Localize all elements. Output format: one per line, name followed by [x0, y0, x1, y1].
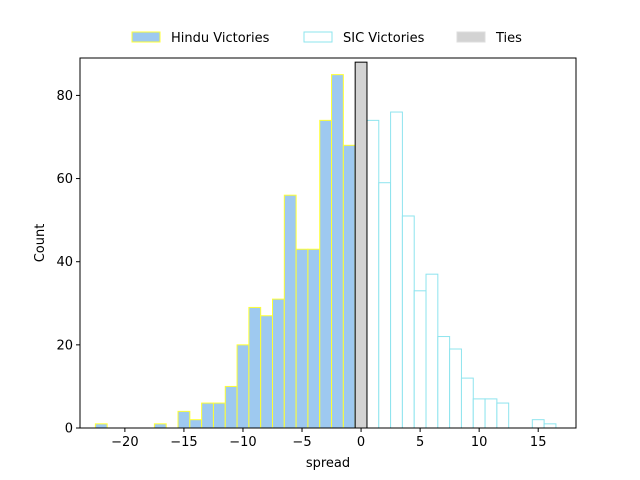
bar-hindu-victories-7	[236, 344, 250, 429]
bar-sic-victories-11	[496, 402, 510, 429]
x-tick-label: −15	[170, 435, 197, 450]
bar-hindu-victories-13	[307, 248, 321, 429]
legend-label-sic-victories: SIC Victories	[343, 31, 425, 46]
x-tick-label: 0	[357, 435, 365, 450]
x-axis-label: spread	[306, 456, 350, 471]
y-tick-label: 0	[65, 422, 73, 437]
bar-hindu-victories-0	[94, 423, 108, 429]
x-tick-label: 10	[471, 435, 488, 450]
bar-hindu-victories-11	[283, 194, 297, 429]
bar-hindu-victories-15	[331, 74, 344, 429]
bar-sic-victories-9	[472, 398, 486, 429]
y-tick-label: 40	[56, 255, 73, 270]
x-tick-label: 5	[416, 435, 424, 450]
legend-label-hindu-victories: Hindu Victories	[171, 31, 270, 46]
bar-sic-victories-1	[378, 182, 392, 429]
legend-swatch-sic-victories	[303, 31, 333, 43]
y-axis-label: Count	[33, 224, 48, 263]
bar-hindu-victories-4	[201, 402, 214, 429]
bar-sic-victories-3	[401, 215, 415, 429]
bar-sic-victories-10	[484, 398, 498, 429]
bar-ties-0	[354, 61, 368, 429]
bar-sic-victories-7	[449, 348, 462, 429]
x-tick-label: −20	[111, 435, 138, 450]
bar-hindu-victories-16	[342, 144, 356, 429]
bar-hindu-victories-9	[260, 315, 273, 429]
bar-sic-victories-0	[366, 119, 380, 429]
bar-hindu-victories-14	[319, 119, 333, 429]
x-tick-label: 15	[530, 435, 547, 450]
legend-swatch-hindu-victories	[131, 31, 161, 43]
x-tick-label: −5	[292, 435, 311, 450]
y-tick-label: 60	[56, 172, 73, 187]
bar-sic-victories-4	[413, 290, 427, 429]
bar-sic-victories-12	[531, 419, 545, 429]
legend-label-ties: Ties	[495, 31, 522, 46]
bar-hindu-victories-6	[224, 385, 238, 429]
x-tick-label: −10	[229, 435, 256, 450]
bar-hindu-victories-5	[212, 402, 226, 429]
y-tick-label: 20	[56, 338, 73, 353]
bar-hindu-victories-2	[177, 410, 191, 429]
bar-hindu-victories-8	[248, 306, 262, 429]
bar-hindu-victories-12	[295, 248, 309, 429]
plot-frame	[79, 57, 577, 429]
bar-hindu-victories-1	[153, 423, 167, 429]
legend: Hindu Victories SIC Victories Ties	[131, 31, 522, 46]
bar-sic-victories-13	[543, 423, 557, 429]
bar-hindu-victories-10	[271, 298, 285, 429]
y-tick-label: 80	[56, 89, 73, 104]
bar-sic-victories-5	[425, 273, 439, 429]
x-axis: −20 −15 −10 −5 0 5 10 15	[111, 428, 546, 450]
bar-sic-victories-2	[390, 111, 403, 429]
legend-swatch-ties	[456, 31, 486, 43]
bar-sic-victories-6	[437, 336, 451, 429]
y-axis: 0 20 40 60 80	[56, 89, 80, 437]
bar-sic-victories-8	[460, 377, 474, 429]
bar-hindu-victories-3	[189, 419, 203, 429]
